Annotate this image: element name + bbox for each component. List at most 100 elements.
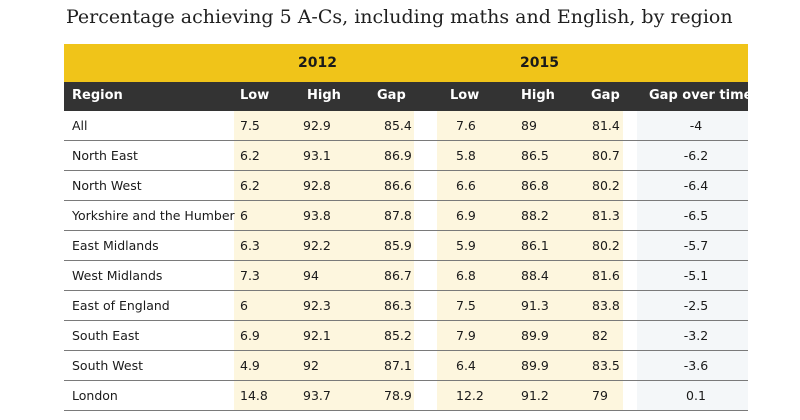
cell-high-2015: 86.8 (521, 178, 549, 193)
cell-gap-2012: 86.7 (384, 268, 412, 283)
cell-gap-2015: 79 (592, 388, 608, 403)
cell-tint (437, 291, 623, 320)
cell-tint (234, 141, 414, 170)
cell-gap-over-time: -2.5 (683, 298, 709, 313)
year-label-2012: 2012 (298, 55, 337, 71)
chart-title: Percentage achieving 5 A-Cs, including m… (66, 6, 733, 28)
cell-tint (637, 381, 748, 410)
cell-tint (637, 201, 748, 230)
cell-high-2015: 91.3 (521, 298, 549, 313)
cell-tint (437, 111, 623, 140)
data-table: 2012 2015 Region Low High Gap Low High G… (64, 44, 753, 411)
cell-gap-over-time: -6.5 (683, 208, 709, 223)
year-header-band: 2012 2015 (64, 44, 748, 82)
cell-gap-2012: 87.1 (384, 358, 412, 373)
table-body: All 7.5 92.9 85.4 7.6 89 81.4 -4 North East 6.2 93… (64, 111, 748, 411)
cell-high-2012: 92.9 (303, 118, 331, 133)
year-label-2015: 2015 (520, 55, 559, 71)
cell-tint (437, 351, 623, 380)
cell-high-2012: 93.7 (303, 388, 331, 403)
cell-gap-over-time: -5.7 (683, 238, 709, 253)
cell-tint (637, 351, 748, 380)
cell-low-2015: 6.4 (456, 358, 476, 373)
cell-gap-2012: 86.9 (384, 148, 412, 163)
cell-high-2012: 92.8 (303, 178, 331, 193)
cell-high-2015: 89 (521, 118, 537, 133)
cell-high-2012: 92.2 (303, 238, 331, 253)
cell-low-2012: 14.8 (240, 388, 268, 403)
cell-low-2015: 6.8 (456, 268, 476, 283)
cell-tint (437, 381, 623, 410)
cell-low-2015: 6.6 (456, 178, 476, 193)
cell-tint (234, 291, 414, 320)
cell-tint (637, 141, 748, 170)
cell-low-2015: 7.6 (456, 118, 476, 133)
cell-gap-2015: 80.7 (592, 148, 620, 163)
cell-region: All (72, 118, 88, 133)
cell-region: Yorkshire and the Humber (72, 208, 235, 223)
cell-tint (437, 321, 623, 350)
cell-tint (234, 321, 414, 350)
cell-high-2015: 89.9 (521, 328, 549, 343)
cell-gap-2012: 87.8 (384, 208, 412, 223)
table-row: Yorkshire and the Humber 6 93.8 87.8 6.9 88.2… (64, 201, 748, 231)
cell-region: North East (72, 148, 138, 163)
cell-high-2012: 92.1 (303, 328, 331, 343)
cell-gap-2012: 78.9 (384, 388, 412, 403)
cell-gap-over-time: 0.1 (686, 388, 706, 403)
column-header-row: Region Low High Gap Low High Gap Gap ove… (64, 82, 753, 111)
cell-tint (437, 261, 623, 290)
cell-gap-2015: 81.3 (592, 208, 620, 223)
table-row: West Midlands 7.3 94 86.7 6.8 88.4 81.6 -5.1 (64, 261, 748, 291)
cell-gap-over-time: -3.2 (683, 328, 709, 343)
cell-gap-2015: 83.5 (592, 358, 620, 373)
cell-gap-2015: 83.8 (592, 298, 620, 313)
cell-low-2012: 7.5 (240, 118, 260, 133)
cell-gap-2015: 80.2 (592, 178, 620, 193)
cell-low-2015: 7.5 (456, 298, 476, 313)
cell-low-2012: 6.2 (240, 148, 260, 163)
cell-gap-over-time: -6.4 (683, 178, 709, 193)
cell-gap-2015: 80.2 (592, 238, 620, 253)
cell-tint (637, 111, 748, 140)
table-row: North East 6.2 93.1 86.9 5.8 86.5 80.7 -6.2 (64, 141, 748, 171)
cell-tint (637, 261, 748, 290)
column-header-region: Region (72, 88, 123, 103)
cell-gap-2012: 86.6 (384, 178, 412, 193)
cell-low-2012: 6 (240, 208, 248, 223)
cell-low-2012: 4.9 (240, 358, 260, 373)
cell-low-2015: 12.2 (456, 388, 484, 403)
cell-gap-2015: 81.6 (592, 268, 620, 283)
table-row: South East 6.9 92.1 85.2 7.9 89.9 82 -3.2 (64, 321, 748, 351)
column-header-low-2015: Low (450, 88, 480, 103)
cell-high-2015: 89.9 (521, 358, 549, 373)
table-row: London 14.8 93.7 78.9 12.2 91.2 79 0.1 (64, 381, 748, 411)
cell-region: West Midlands (72, 268, 163, 283)
cell-high-2012: 93.8 (303, 208, 331, 223)
cell-region: East Midlands (72, 238, 159, 253)
cell-gap-2012: 85.4 (384, 118, 412, 133)
cell-high-2012: 92 (303, 358, 319, 373)
cell-tint (234, 351, 414, 380)
cell-tint (637, 291, 748, 320)
cell-gap-over-time: -4 (689, 118, 703, 133)
cell-tint (437, 231, 623, 260)
column-header-gap-over-time: Gap over time (649, 88, 753, 103)
cell-high-2015: 91.2 (521, 388, 549, 403)
cell-gap-2012: 85.2 (384, 328, 412, 343)
cell-gap-2015: 82 (592, 328, 608, 343)
cell-gap-over-time: -3.6 (683, 358, 709, 373)
cell-high-2012: 92.3 (303, 298, 331, 313)
table-row: East Midlands 6.3 92.2 85.9 5.9 86.1 80.2 -5.7 (64, 231, 748, 261)
cell-region: South West (72, 358, 144, 373)
cell-tint (234, 231, 414, 260)
cell-tint (234, 111, 414, 140)
table-row: All 7.5 92.9 85.4 7.6 89 81.4 -4 (64, 111, 748, 141)
table-row: South West 4.9 92 87.1 6.4 89.9 83.5 -3.6 (64, 351, 748, 381)
cell-low-2012: 6.9 (240, 328, 260, 343)
cell-tint (437, 141, 623, 170)
cell-gap-2012: 85.9 (384, 238, 412, 253)
cell-low-2015: 5.9 (456, 238, 476, 253)
cell-tint (234, 171, 414, 200)
cell-tint (437, 171, 623, 200)
